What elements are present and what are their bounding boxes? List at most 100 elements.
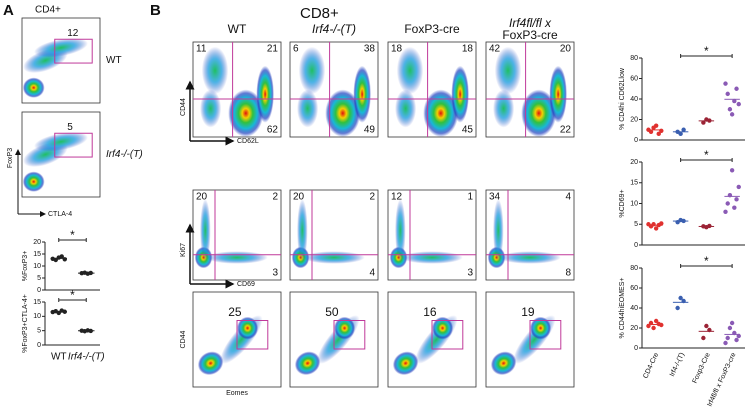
x-tick-label: Foxp3-Cre <box>692 352 712 385</box>
data-point <box>704 323 709 329</box>
data-point <box>675 305 680 311</box>
y-axis-label: %CD69+ <box>619 189 626 217</box>
gate <box>529 320 562 350</box>
gate <box>333 320 366 350</box>
y-tick-label: 80 <box>630 55 638 62</box>
data-point <box>656 131 661 137</box>
density <box>237 316 259 340</box>
axis-label: FoxP3 <box>7 148 14 168</box>
gate-value: 19 <box>521 305 535 319</box>
quadrant-value: 20 <box>196 192 208 203</box>
row-label: WT <box>106 55 122 66</box>
data-point <box>727 107 733 112</box>
y-tick-label: 15 <box>33 299 41 306</box>
data-point <box>678 131 683 137</box>
data-point <box>723 340 728 346</box>
data-point <box>734 337 739 343</box>
quadrant-value: 20 <box>560 44 572 55</box>
data-point <box>701 335 706 341</box>
data-point <box>725 91 730 97</box>
annotation: * <box>704 148 709 162</box>
data-point <box>653 318 659 324</box>
density <box>432 316 454 340</box>
y-axis-label: % CD44hiEOMES+ <box>619 278 626 339</box>
x-tick-label: Irf4-/-(T) <box>669 352 686 378</box>
y-tick-label: 60 <box>630 285 638 292</box>
density <box>228 89 264 137</box>
density <box>494 46 522 95</box>
density <box>549 65 567 123</box>
axis-label: CTLA-4 <box>48 211 72 218</box>
density <box>493 89 515 128</box>
data-point <box>651 222 656 227</box>
data-point <box>659 221 664 226</box>
data-point <box>727 325 733 331</box>
gate-value: 50 <box>325 305 339 319</box>
panel-title: CD4+ <box>35 5 61 16</box>
quadrant-value: 34 <box>489 192 501 203</box>
data-point <box>62 257 67 262</box>
annotation: * <box>70 228 75 242</box>
column-header: FoxP3-cre <box>404 22 460 36</box>
axis-label: CD44 <box>180 330 187 348</box>
gate-value: 16 <box>423 305 437 319</box>
data-point <box>732 98 737 104</box>
data-point <box>736 101 741 107</box>
quadrant-value: 21 <box>267 44 279 55</box>
data-point <box>732 205 737 210</box>
quadrant-value: 4 <box>565 192 571 203</box>
quadrant-value: 4 <box>369 268 375 279</box>
y-axis-label: % CD4hi CD62Llow <box>619 67 626 130</box>
quadrant-value: 11 <box>196 44 207 55</box>
annotation: * <box>70 288 75 302</box>
quadrant-value: 6 <box>293 44 299 55</box>
data-point <box>723 209 728 214</box>
quadrant-value: 1 <box>467 192 473 203</box>
density <box>34 38 88 58</box>
y-tick-label: 15 <box>33 251 41 258</box>
x-tick-label: WT <box>51 352 67 363</box>
data-point <box>734 86 739 91</box>
axis-label: CD69 <box>237 281 255 288</box>
x-tick-label: Irf4-/-(T) <box>68 352 105 363</box>
y-tick-label: 0 <box>37 342 41 349</box>
data-point <box>701 120 706 125</box>
density <box>200 199 211 262</box>
density <box>451 65 469 123</box>
y-tick-label: 10 <box>33 313 41 320</box>
y-tick-label: 0 <box>634 345 638 352</box>
density <box>530 316 552 340</box>
data-point <box>729 168 735 173</box>
y-tick-label: 10 <box>630 200 638 207</box>
axis-label: CD62L <box>237 138 259 145</box>
y-tick-label: 10 <box>33 263 41 270</box>
data-point <box>729 112 735 117</box>
quadrant-value: 62 <box>267 125 279 136</box>
gate <box>431 320 464 350</box>
quadrant-value: 12 <box>391 192 403 203</box>
data-point <box>723 81 728 86</box>
y-axis-label: %FoxP3+ <box>22 251 29 282</box>
data-point <box>653 123 659 128</box>
data-point <box>729 320 735 326</box>
quadrant-value: 42 <box>489 44 501 55</box>
density <box>294 351 321 376</box>
y-tick-label: 5 <box>634 221 638 228</box>
density <box>392 351 419 376</box>
quadrant-value: 8 <box>565 268 571 279</box>
column-header: FoxP3-cre <box>502 28 558 42</box>
density <box>353 65 371 123</box>
quadrant-value: 38 <box>364 44 376 55</box>
density <box>395 89 417 128</box>
gate-value: 5 <box>67 122 73 133</box>
axis-label: Eomes <box>226 390 248 397</box>
quadrant-value: 22 <box>560 125 572 136</box>
y-tick-label: 5 <box>37 328 41 335</box>
density <box>34 132 88 152</box>
data-point <box>681 127 686 132</box>
quadrant-value: 20 <box>293 192 305 203</box>
axis-label: CD44 <box>180 98 187 116</box>
data-point <box>734 197 739 202</box>
quadrant-value: 18 <box>391 44 403 55</box>
